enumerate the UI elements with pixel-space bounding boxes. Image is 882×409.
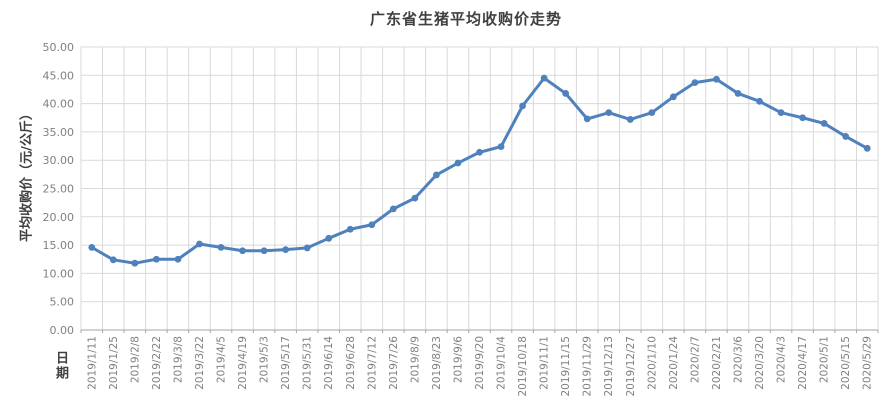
y-tick-label: 5.00 [50,296,75,309]
x-tick-label: 2019/4/19 [237,336,249,390]
y-tick-label: 0.00 [50,324,75,337]
data-line [90,76,869,265]
x-tick-label: 2019/2/8 [129,336,141,383]
data-point [669,93,677,101]
data-point [519,102,526,110]
data-point [217,243,225,251]
data-point [777,109,785,117]
y-tick-label: 40.00 [43,98,75,111]
x-tick-label: 2020/5/15 [840,336,852,390]
data-point [109,256,117,264]
data-point [368,221,376,229]
data-point [734,90,742,97]
data-point [411,194,419,202]
data-point [863,144,871,152]
y-tick-label: 10.00 [43,267,75,280]
x-tick-label: 2019/10/4 [496,336,508,390]
data-point [152,255,160,263]
x-tick-label: 2019/3/8 [172,336,184,383]
x-tick-label: 2019/1/25 [108,336,120,390]
data-point [88,243,96,251]
data-point [303,244,311,252]
data-point [842,133,850,140]
data-point [433,171,440,179]
data-point [648,109,656,117]
data-point [346,225,354,233]
data-point [756,97,763,105]
x-tick-label: 2020/3/6 [732,336,744,383]
x-tick-label: 2019/8/23 [431,336,443,390]
x-tick-label: 2020/1/24 [668,336,680,390]
x-tick-label: 2019/12/27 [625,336,637,397]
x-tick-label: 2019/5/31 [302,336,314,390]
y-tick-label: 45.00 [43,69,75,82]
data-point [583,115,591,123]
x-tick-label: 2019/7/12 [366,336,378,390]
data-point [454,159,462,167]
x-tick-label: 2019/10/18 [517,336,529,397]
data-point [691,79,699,87]
data-point [713,75,720,83]
x-tick-label: 2019/11/1 [539,336,551,390]
x-tick-label: 2020/3/20 [754,336,766,390]
x-tick-label: 2019/3/22 [194,336,206,390]
x-tick-label: 2019/1/11 [86,336,98,390]
x-tick-label: 2019/12/13 [603,336,615,397]
x-tick-label: 2019/11/15 [560,336,572,397]
data-point [174,255,182,263]
x-tick-label: 2020/1/10 [646,336,658,390]
y-tick-label: 50.00 [43,41,75,54]
data-point [562,90,570,97]
x-tick-label: 2020/4/3 [776,336,788,383]
x-tick-label: 2019/6/14 [323,336,335,390]
y-tick-label: 20.00 [43,211,75,224]
data-point [605,109,613,117]
data-point [282,246,290,254]
x-tick-label: 2019/8/9 [409,336,421,383]
y-tick-label: 35.00 [43,126,75,139]
data-point [476,148,483,156]
data-point [820,120,828,127]
data-point [260,247,268,255]
x-tick-label: 2019/7/26 [388,336,400,390]
x-tick-label: 2019/11/29 [582,336,594,397]
x-tick-label: 2019/9/6 [452,336,464,383]
chart-title: 广东省生猪平均收购价走势 [369,10,562,28]
x-tick-label: 2020/5/1 [819,336,831,383]
x-tick-label: 2020/4/17 [797,336,809,390]
y-tick-label: 30.00 [43,154,75,167]
y-tick-label: 15.00 [43,239,75,252]
x-tick-label: 2020/2/21 [711,336,723,390]
data-point [239,247,246,255]
x-tick-label: 2020/5/29 [862,336,874,390]
data-point [626,116,634,123]
data-point [540,74,548,82]
x-tick-label: 2019/4/5 [216,336,228,383]
data-point [325,234,333,242]
data-point [196,240,203,248]
x-tick-label: 2019/5/3 [259,336,271,383]
x-axis-title: 日期 [53,351,68,381]
x-tick-label: 2019/5/17 [280,336,292,390]
data-point [497,143,505,151]
x-tick-label: 2019/2/22 [151,336,163,390]
data-point [389,205,397,213]
x-tick-label: 2019/9/20 [474,336,486,390]
x-tick-label: 2019/6/28 [345,336,357,390]
data-point [799,114,807,122]
y-tick-label: 25.00 [43,183,75,196]
data-point [131,259,139,267]
x-tick-label: 2020/2/7 [689,336,701,383]
